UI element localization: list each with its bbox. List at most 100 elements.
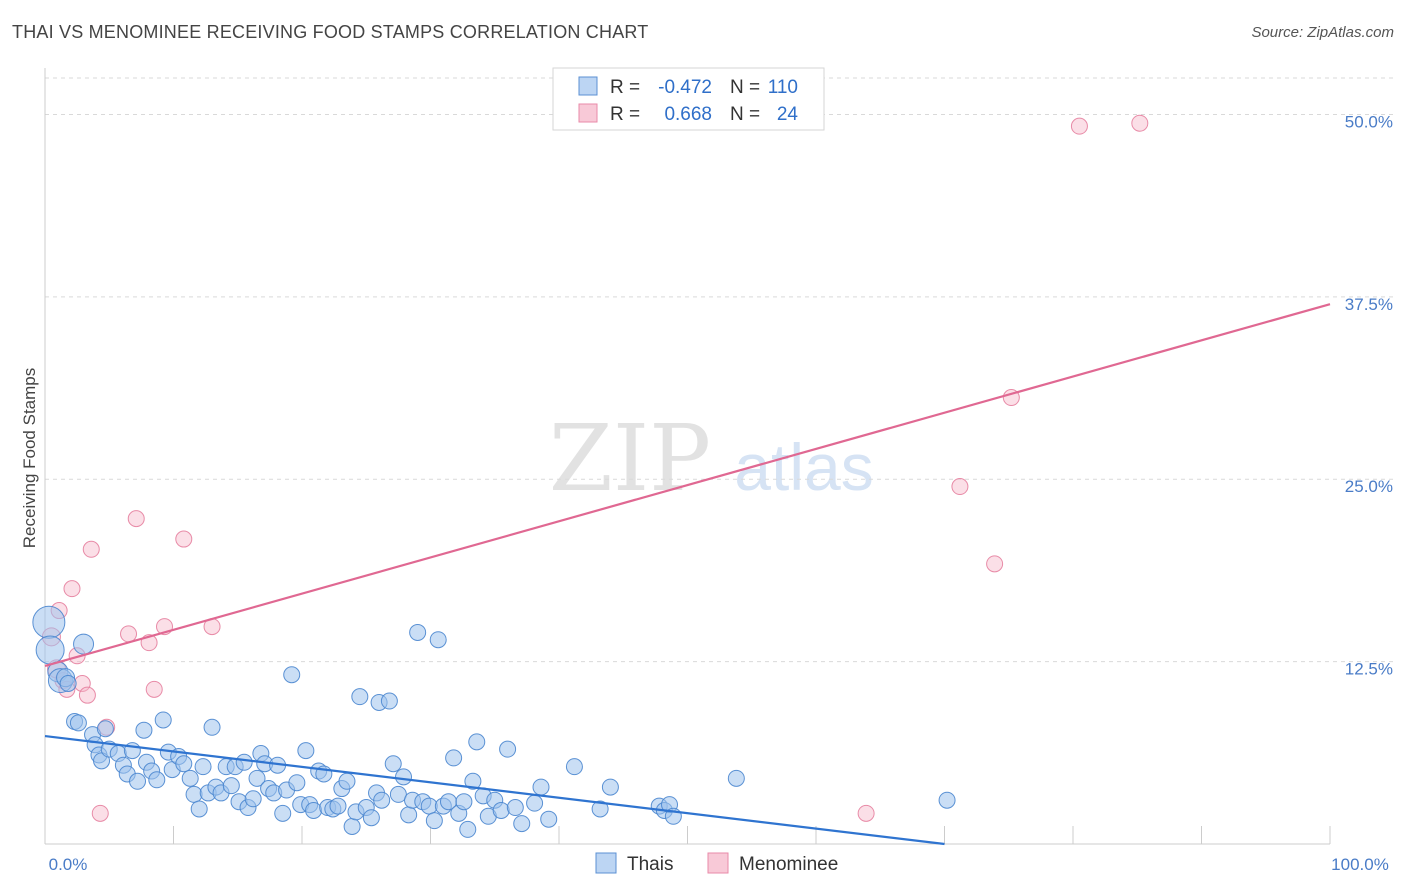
gridlines	[45, 77, 1395, 663]
series-legend: Thais Menominee	[595, 852, 838, 875]
thais-point-96	[499, 740, 517, 758]
bottom-legend-swatch-menominee	[707, 852, 729, 874]
thais-point-32	[194, 758, 212, 776]
thais-point-104	[601, 778, 619, 796]
menominee-point-20	[951, 478, 969, 496]
thais-point-57	[305, 801, 323, 819]
legend-n-label-thais: N =	[730, 77, 760, 98]
thais-point-23	[148, 771, 166, 789]
watermark-atlas: atlas	[734, 430, 873, 504]
bottom-legend-label-thais: Thais	[627, 854, 673, 875]
trend-lines	[44, 303, 1331, 846]
thais-point-41	[235, 753, 253, 771]
thais-point-88	[455, 793, 473, 811]
thais-point-55	[297, 742, 315, 760]
thais-point-99	[526, 794, 544, 812]
thais-point-110	[938, 791, 956, 809]
thais-point-5	[59, 675, 77, 693]
thais-point-102	[565, 758, 583, 776]
legend-r-label-menominee: R =	[610, 104, 640, 125]
thais-point-12	[93, 752, 111, 770]
menominee-point-15	[145, 680, 163, 698]
menominee-point-9	[82, 540, 100, 558]
thais-point-24	[154, 711, 172, 729]
thais-point-90	[464, 772, 482, 790]
thais-point-89	[459, 820, 477, 838]
thais-point-19	[129, 772, 147, 790]
legend-swatch-thais	[578, 76, 598, 96]
x-tick-label-min: 0.0%	[49, 855, 88, 874]
menominee-point-13	[127, 510, 145, 528]
thais-point-95	[492, 801, 510, 819]
thais-point-29	[181, 769, 199, 787]
menominee-trend-line	[44, 303, 1331, 668]
menominee-point-17	[175, 530, 193, 548]
y-tick-label-2: 37.5%	[1345, 295, 1393, 314]
thais-points	[32, 605, 956, 838]
thais-point-50	[274, 804, 292, 822]
thais-point-103	[591, 800, 609, 818]
stats-legend-box	[552, 67, 825, 131]
thais-point-28	[175, 755, 193, 773]
thais-point-6	[73, 633, 95, 655]
thais-point-44	[248, 769, 266, 787]
legend-r-label-thais: R =	[610, 77, 640, 98]
thais-point-79	[409, 623, 427, 641]
bottom-legend-label-menominee: Menominee	[739, 854, 838, 875]
thais-point-100	[532, 778, 550, 796]
thais-point-34	[203, 718, 221, 736]
menominee-point-23	[1070, 117, 1088, 135]
thais-point-77	[400, 806, 418, 824]
x-tick-label-max: 100.0%	[1331, 855, 1389, 874]
menominee-point-12	[120, 625, 138, 643]
y-tick-label-1: 25.0%	[1345, 477, 1393, 496]
thais-point-82	[425, 812, 443, 830]
thais-point-53	[288, 774, 306, 792]
thais-point-69	[362, 809, 380, 827]
legend-r-value-thais: -0.472	[658, 77, 712, 98]
thais-point-73	[380, 692, 398, 710]
menominee-point-21	[986, 555, 1004, 573]
thais-point-98	[513, 815, 531, 833]
menominee-point-19	[857, 804, 875, 822]
source-label: Source: ZipAtlas.com	[1251, 24, 1394, 41]
y-tick-label-0: 12.5%	[1345, 660, 1393, 679]
thais-point-38	[222, 777, 240, 795]
thais-point-67	[351, 688, 369, 706]
thais-point-20	[135, 721, 153, 739]
thais-point-62	[329, 797, 347, 815]
thais-trend-line	[44, 734, 945, 846]
thais-point-30	[185, 785, 203, 803]
legend-n-value-menominee: 24	[777, 104, 799, 125]
thais-point-109	[727, 769, 745, 787]
thais-point-8	[69, 714, 87, 732]
thais-point-101	[540, 810, 558, 828]
thais-point-0	[32, 605, 66, 639]
thais-point-74	[384, 755, 402, 773]
stats-legend: R = -0.472 N = 110 R = 0.668 N = 24	[552, 67, 825, 131]
thais-point-64	[338, 772, 356, 790]
thais-point-97	[506, 799, 524, 817]
x-axis-ticks	[44, 826, 1331, 844]
y-tick-label-3: 50.0%	[1345, 112, 1393, 131]
thais-point-76	[395, 768, 413, 786]
legend-r-value-menominee: 0.668	[664, 104, 712, 125]
thais-point-83	[429, 631, 447, 649]
menominee-point-10	[91, 804, 109, 822]
thais-point-31	[190, 800, 208, 818]
thais-point-81	[420, 797, 438, 815]
chart-title: THAI VS MENOMINEE RECEIVING FOOD STAMPS …	[12, 22, 649, 42]
bottom-legend-swatch-thais	[595, 852, 617, 874]
y-tick-labels: 12.5% 25.0% 37.5% 50.0%	[1345, 112, 1393, 678]
legend-n-label-menominee: N =	[730, 104, 760, 125]
menominee-point-24	[1131, 114, 1149, 132]
legend-n-value-thais: 110	[768, 77, 798, 98]
thais-point-13	[96, 720, 114, 738]
thais-point-65	[343, 817, 361, 835]
legend-swatch-menominee	[578, 103, 598, 123]
thais-point-43	[244, 790, 262, 808]
thais-point-71	[373, 791, 391, 809]
thais-point-91	[468, 733, 486, 751]
thais-point-86	[445, 749, 463, 767]
